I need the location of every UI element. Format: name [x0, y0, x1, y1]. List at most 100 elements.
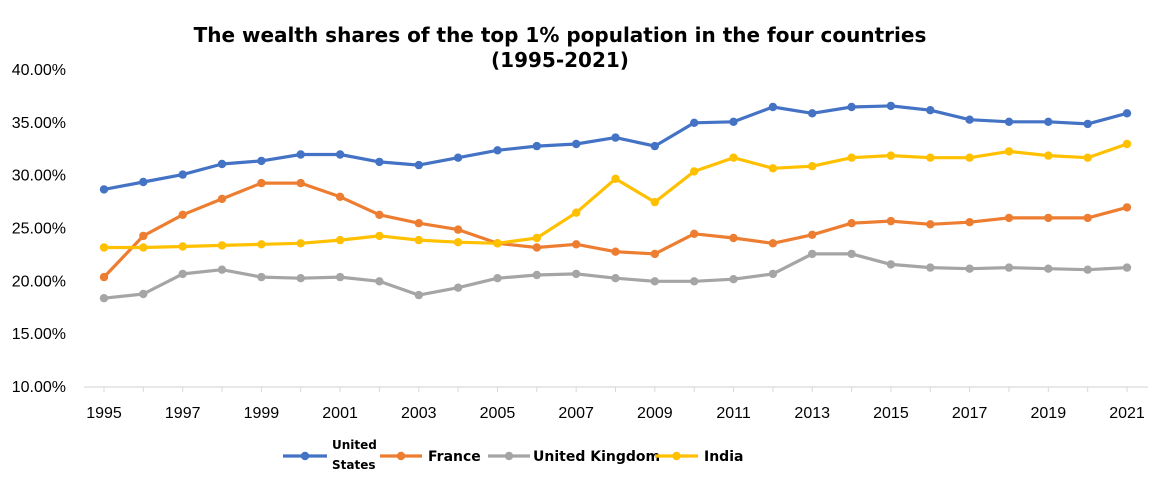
data-point-india	[572, 208, 581, 217]
data-point-india	[1083, 153, 1092, 162]
data-point-india	[926, 153, 935, 162]
legend-marker	[504, 451, 514, 461]
y-tick-label: 20.00%	[12, 273, 66, 290]
data-point-france	[729, 233, 738, 243]
data-point-united-kingdom	[1004, 263, 1014, 272]
data-point-france	[335, 192, 345, 201]
data-point-united-kingdom	[375, 277, 384, 286]
data-point-united-kingdom	[965, 264, 974, 273]
series-united-kingdom	[99, 249, 1132, 303]
data-point-united-states	[257, 156, 266, 166]
legend-label: France	[428, 449, 481, 465]
data-point-india	[1122, 139, 1132, 149]
data-point-india	[886, 151, 896, 160]
data-point-france	[886, 216, 896, 226]
data-point-united-kingdom	[493, 274, 502, 283]
data-point-united-states	[178, 170, 187, 179]
data-point-france	[139, 231, 148, 241]
data-point-india	[729, 153, 738, 162]
axes: 10.00% 15.00% 20.00% 25.00% 30.00% 35.00% 40.0…	[12, 62, 1148, 422]
data-point-united-kingdom	[926, 263, 935, 272]
data-point-france	[847, 219, 856, 228]
data-point-india	[650, 197, 659, 207]
data-point-united-states	[808, 109, 817, 118]
data-point-united-kingdom	[847, 249, 856, 259]
data-point-united-kingdom	[768, 269, 778, 279]
data-point-france	[650, 249, 659, 259]
legend: United States France United Kingdom India	[283, 438, 743, 472]
data-point-united-states	[493, 146, 502, 155]
data-point-united-states	[453, 153, 463, 162]
y-tick-label: 10.00%	[12, 379, 66, 396]
data-point-france	[1083, 213, 1092, 223]
data-point-france	[217, 194, 227, 204]
legend-item-united-states: United States	[283, 438, 377, 472]
data-point-united-kingdom	[335, 272, 345, 282]
data-point-united-kingdom	[139, 289, 148, 299]
data-point-united-states	[1044, 117, 1053, 127]
series-france	[99, 178, 1132, 282]
x-tick-label: 2013	[794, 405, 830, 422]
x-tick-label: 2009	[637, 405, 673, 422]
data-point-india	[296, 239, 305, 248]
legend-item-france: France	[380, 449, 481, 465]
data-point-united-kingdom	[1083, 265, 1092, 274]
data-point-united-kingdom	[414, 290, 423, 300]
data-point-india	[1004, 147, 1014, 156]
y-tick-label: 40.00%	[12, 62, 66, 79]
data-point-india	[690, 167, 699, 176]
data-point-india	[375, 231, 384, 241]
data-point-france	[572, 240, 581, 249]
x-tick-label: 2021	[1109, 405, 1145, 422]
x-tick-label: 2019	[1031, 405, 1067, 422]
data-point-united-states	[532, 141, 541, 151]
data-point-united-states	[886, 101, 896, 111]
data-point-india	[414, 235, 423, 245]
data-point-france	[414, 219, 423, 228]
x-tick-label: 2011	[716, 405, 751, 422]
data-point-france	[926, 220, 935, 229]
data-point-france	[296, 178, 305, 188]
data-point-united-kingdom	[572, 269, 581, 279]
series-india	[99, 139, 1132, 252]
series-layer	[99, 101, 1132, 303]
data-point-united-kingdom	[178, 269, 187, 279]
data-point-france	[611, 247, 620, 256]
data-point-india	[335, 235, 345, 245]
data-point-united-kingdom	[886, 260, 896, 269]
data-point-united-kingdom	[729, 275, 738, 284]
data-point-united-states	[611, 133, 620, 142]
data-point-united-kingdom	[453, 283, 463, 292]
legend-label: United	[332, 438, 377, 452]
data-point-france	[375, 210, 384, 219]
data-point-india	[493, 239, 502, 248]
data-point-united-states	[1083, 119, 1092, 129]
data-point-france	[1122, 203, 1132, 212]
data-point-india	[217, 241, 227, 250]
x-tick-label: 2017	[952, 405, 988, 422]
data-point-france	[808, 230, 817, 239]
x-tick-label: 1997	[165, 405, 201, 422]
series-united-states	[99, 101, 1132, 194]
y-tick-label: 15.00%	[12, 326, 66, 343]
data-point-india	[178, 242, 187, 251]
data-point-france	[1004, 213, 1014, 223]
legend-label: United Kingdom	[533, 449, 660, 465]
legend-item-united-kingdom: United Kingdom	[488, 449, 660, 465]
data-point-united-kingdom	[1122, 263, 1132, 272]
data-point-united-states	[139, 177, 148, 187]
data-point-united-kingdom	[611, 274, 620, 283]
data-point-france	[178, 210, 187, 219]
chart-title: The wealth shares of the top 1% populati…	[194, 23, 927, 47]
data-point-united-kingdom	[650, 277, 659, 286]
y-tick-label: 35.00%	[12, 115, 66, 132]
data-point-united-states	[690, 118, 699, 128]
data-point-india	[808, 162, 817, 171]
data-point-united-states	[572, 139, 581, 149]
data-point-india	[1044, 151, 1053, 160]
x-tick-label: 2001	[322, 405, 358, 422]
legend-marker	[672, 451, 681, 461]
data-point-united-states	[965, 115, 974, 124]
